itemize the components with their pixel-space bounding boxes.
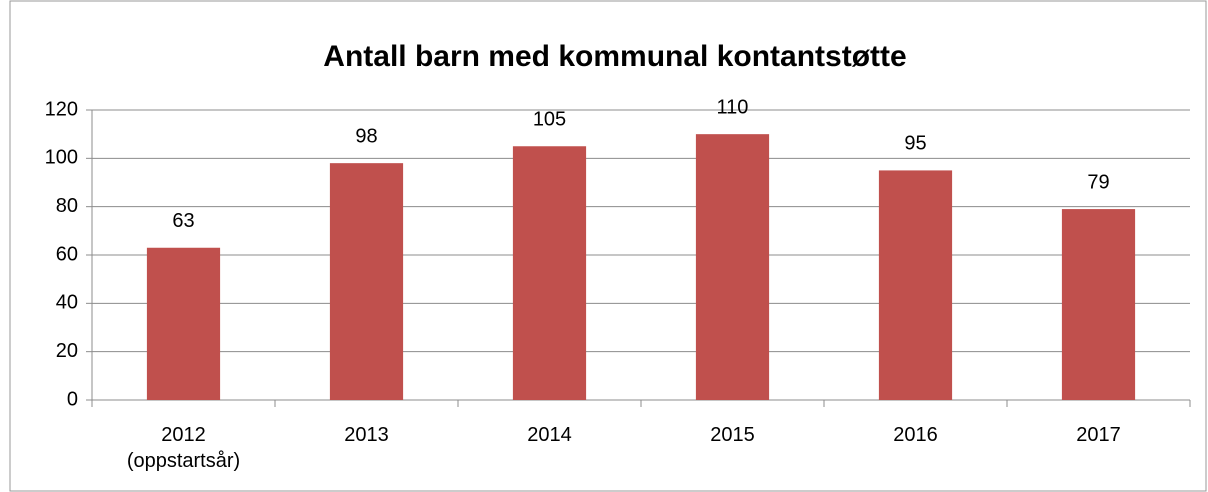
x-tick-label: 2016 (893, 424, 938, 446)
chart-title: Antall barn med kommunal kontantstøtte (323, 40, 906, 73)
y-tick-label: 120 (45, 98, 78, 120)
bar (512, 146, 587, 400)
x-tick-label: 2012 (oppstartsår) (126, 424, 241, 472)
bar (146, 247, 221, 400)
x-tick-label: 2017 (1076, 424, 1121, 446)
y-tick-label: 80 (56, 195, 78, 217)
data-label: 63 (172, 210, 194, 232)
chart-border (9, 0, 1207, 492)
bar (878, 170, 953, 400)
x-tick-label: 2015 (710, 424, 755, 446)
y-tick-label: 0 (67, 388, 78, 410)
bar (1061, 209, 1136, 400)
x-tick-label: 2013 (344, 424, 389, 446)
data-label: 105 (533, 109, 566, 131)
y-tick-label: 40 (56, 292, 78, 314)
y-tick-label: 100 (45, 147, 78, 169)
x-tick-label: 2014 (527, 424, 572, 446)
data-label: 79 (1087, 171, 1109, 193)
bar (329, 163, 404, 400)
y-tick-label: 20 (56, 340, 78, 362)
data-label: 110 (717, 96, 749, 118)
data-label: 95 (904, 133, 926, 155)
y-tick-label: 60 (56, 243, 78, 265)
bar (695, 134, 770, 400)
data-label: 98 (355, 125, 377, 147)
